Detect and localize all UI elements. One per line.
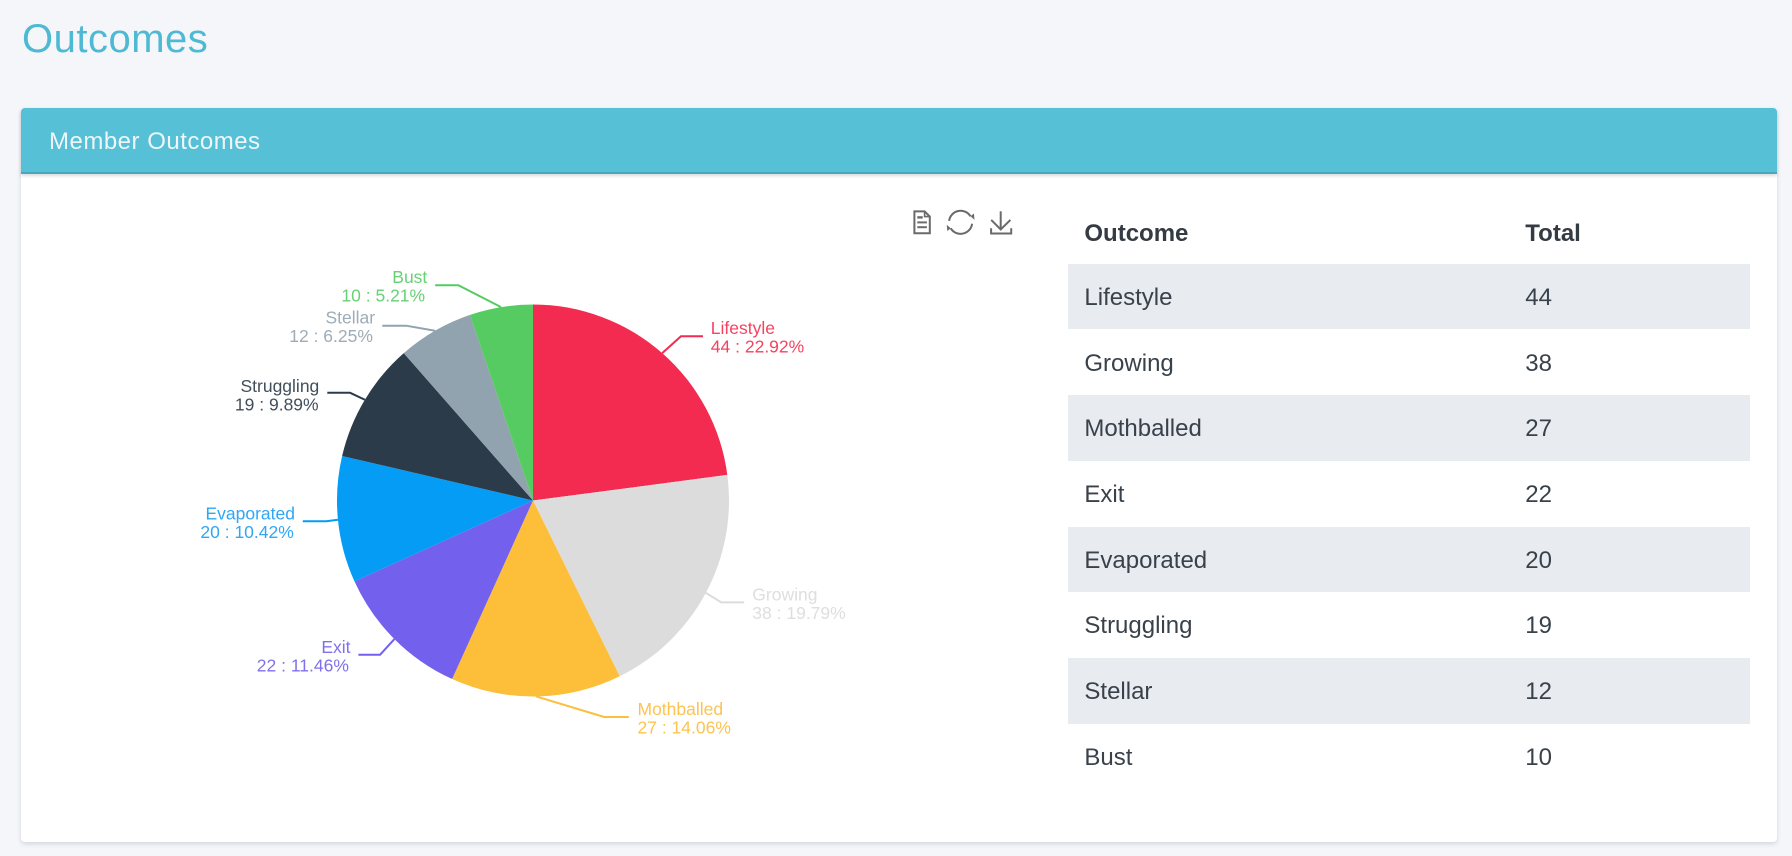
svg-text:Struggling: Struggling bbox=[240, 376, 319, 396]
svg-text:Bust: Bust bbox=[392, 267, 427, 287]
svg-text:27 : 14.06%: 27 : 14.06% bbox=[638, 718, 731, 738]
svg-text:38 : 19.79%: 38 : 19.79% bbox=[752, 603, 845, 623]
svg-text:10 : 5.21%: 10 : 5.21% bbox=[341, 286, 425, 306]
svg-text:Exit: Exit bbox=[321, 637, 350, 657]
svg-text:Stellar: Stellar bbox=[325, 308, 375, 328]
svg-text:Growing: Growing bbox=[752, 585, 817, 605]
svg-text:22 : 11.46%: 22 : 11.46% bbox=[257, 656, 349, 676]
svg-text:Evaporated: Evaporated bbox=[205, 504, 295, 524]
svg-text:20 : 10.42%: 20 : 10.42% bbox=[200, 522, 293, 542]
svg-text:44 : 22.92%: 44 : 22.92% bbox=[711, 337, 804, 357]
svg-text:Mothballed: Mothballed bbox=[638, 699, 724, 719]
svg-text:19 : 9.89%: 19 : 9.89% bbox=[235, 395, 319, 415]
svg-text:Lifestyle: Lifestyle bbox=[711, 318, 775, 338]
svg-text:12 : 6.25%: 12 : 6.25% bbox=[289, 326, 373, 346]
